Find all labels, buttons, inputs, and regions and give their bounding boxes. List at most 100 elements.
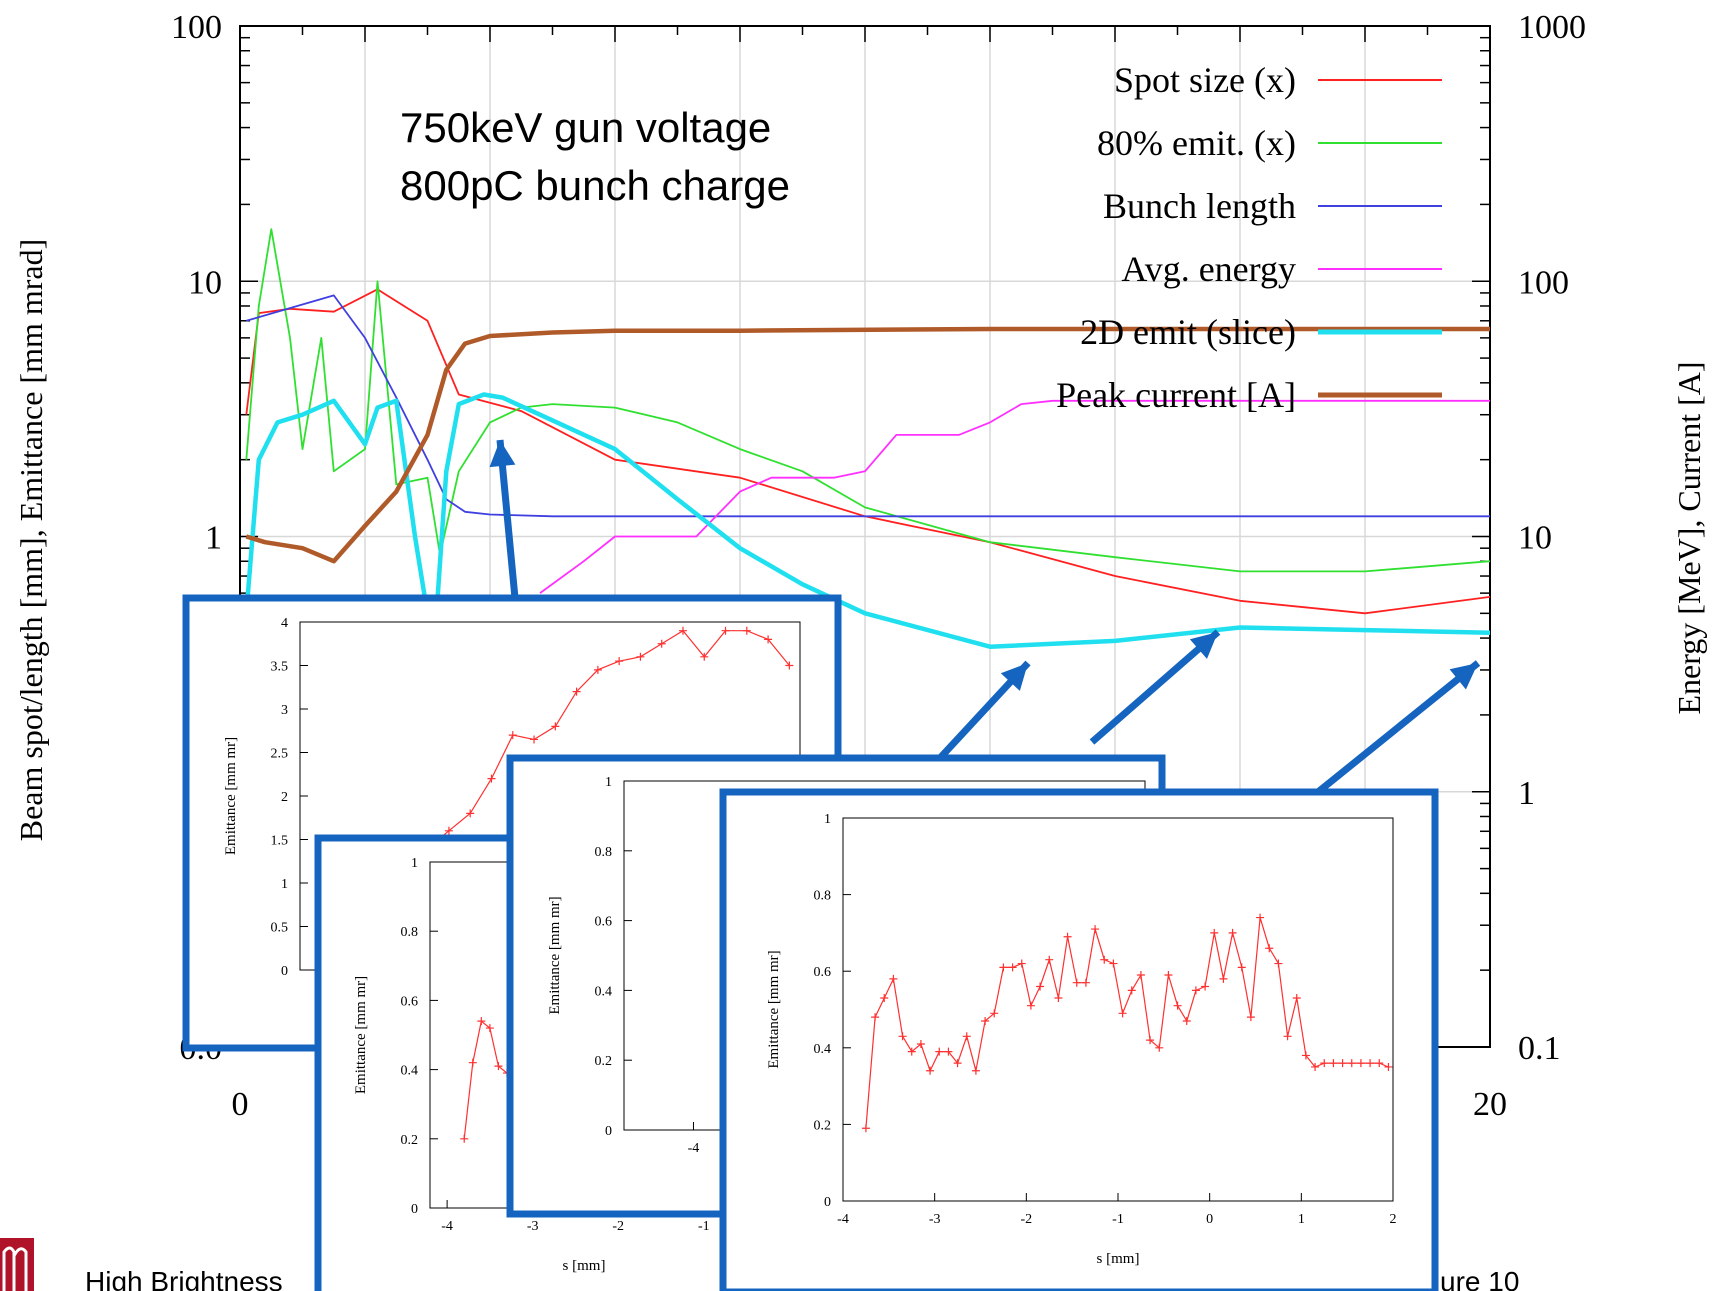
inset-series-line <box>865 917 1389 1129</box>
inset-x-tick-label: -3 <box>527 1219 539 1234</box>
y-right-tick-label: 10 <box>1518 520 1552 557</box>
y-right-tick-label: 0.1 <box>1518 1030 1561 1067</box>
inset-data-point <box>944 1047 953 1056</box>
legend-label: Bunch length <box>1103 186 1296 226</box>
footer-left-text: High Brightness <box>85 1266 283 1291</box>
inset-data-point <box>981 1016 990 1025</box>
inset-y-axis-label: Emittance [mm mr] <box>547 896 563 1014</box>
inset-data-point <box>999 963 1008 972</box>
inset-y-tick-label: 0.2 <box>595 1054 613 1069</box>
annotation-line-1: 750keV gun voltage <box>400 104 771 151</box>
inset-data-point <box>935 1047 944 1056</box>
inset-x-tick-label: 0 <box>1206 1212 1213 1227</box>
arrow-shaft <box>496 439 519 599</box>
inset-x-tick-label: -2 <box>1020 1212 1032 1227</box>
inset-y-tick-label: 1.5 <box>271 834 289 849</box>
inset-data-point <box>615 657 624 666</box>
arrow-shaft <box>1089 629 1221 745</box>
inset-data-point <box>572 687 581 696</box>
inset-y-axis-label: Emittance [mm mr] <box>766 950 782 1068</box>
inset-data-point <box>1265 944 1274 953</box>
inset-data-point <box>530 735 539 744</box>
y-axis-right-label: Energy [MeV], Current [A] <box>1671 361 1707 714</box>
inset-data-point <box>907 1047 916 1056</box>
inset-data-point <box>700 652 709 661</box>
inset-x-tick-label: -4 <box>688 1141 700 1156</box>
inset-data-point <box>1329 1059 1338 1068</box>
inset-data-point <box>1191 986 1200 995</box>
inset-data-point <box>1311 1062 1320 1071</box>
inset-data-point <box>1384 1062 1393 1071</box>
inset-y-tick-label: 2.5 <box>271 747 289 762</box>
arrow-shaft <box>1315 660 1481 795</box>
y-right-tick-label: 1000 <box>1518 9 1586 46</box>
inset-data-point <box>1063 932 1072 941</box>
inset-data-point <box>1045 955 1054 964</box>
inset-data-point <box>1118 1009 1127 1018</box>
inset-y-tick-label: 0.2 <box>401 1133 419 1148</box>
legend-label: 80% emit. (x) <box>1097 123 1296 163</box>
inset-y-tick-label: 0.4 <box>401 1064 419 1079</box>
inset-data-point <box>1100 955 1109 964</box>
arrow-head <box>489 440 516 468</box>
legend: Spot size (x) 80% emit. (x) Bunch length Av… <box>1056 60 1442 415</box>
y-right-tick-label: 100 <box>1518 264 1569 301</box>
inset-data-point <box>593 665 602 674</box>
inset-data-point <box>889 974 898 983</box>
inset-y-tick-label: 1 <box>605 775 612 790</box>
inset-data-point <box>926 1066 935 1075</box>
inset-y-tick-label: 0.6 <box>401 994 419 1009</box>
inset-data-point <box>1136 971 1145 980</box>
inset-data-point <box>1219 974 1228 983</box>
arrow-head <box>1000 663 1028 691</box>
inset-y-tick-label: 0.2 <box>814 1118 832 1133</box>
inset-data-point <box>916 1039 925 1048</box>
inset-data-point <box>1164 971 1173 980</box>
inset-y-tick-label: 1 <box>281 877 288 892</box>
y-left-tick-label: 1 <box>205 520 222 557</box>
inset-y-tick-label: 0 <box>411 1202 418 1217</box>
inset-data-point <box>1320 1059 1329 1068</box>
y-axis-left-label: Beam spot/length [mm], Emittance [mm mra… <box>13 239 49 842</box>
x-tick-label: 0 <box>232 1086 249 1123</box>
inset-data-point <box>1146 1036 1155 1045</box>
inset-x-tick-label: -1 <box>698 1219 710 1234</box>
inset-data-point <box>657 639 666 648</box>
inset-data-point <box>1008 963 1017 972</box>
inset-data-point <box>1081 978 1090 987</box>
university-logo <box>0 1238 34 1291</box>
inset-y-tick-label: 0.6 <box>595 915 613 930</box>
inset-data-point <box>721 626 730 635</box>
inset-x-tick-label: -2 <box>612 1219 624 1234</box>
inset-data-point <box>1210 928 1219 937</box>
inset-data-point <box>1155 1043 1164 1052</box>
inset-data-point <box>871 1013 880 1022</box>
inset-series-line <box>463 1020 508 1139</box>
inset-data-point <box>508 731 517 740</box>
inset-data-point <box>466 809 475 818</box>
inset-y-tick-label: 2 <box>281 790 288 805</box>
y-right-tick-label: 1 <box>1518 775 1535 812</box>
inset-y-tick-label: 1 <box>824 812 831 827</box>
inset-panel-4: 1 0.8 0.6 0.4 0.2 0 -4 -3 -2 -1 0 1 2 Emittance [mm m… <box>719 788 1439 1291</box>
inset-x-axis-label: s [mm] <box>563 1258 606 1274</box>
inset-data-point <box>1256 913 1265 922</box>
inset-x-tick-label: -3 <box>929 1212 941 1227</box>
inset-x-tick-label: 1 <box>1298 1212 1305 1227</box>
inset-y-tick-label: 3.5 <box>271 660 289 675</box>
inset-y-tick-label: 0.8 <box>595 845 613 860</box>
inset-data-point <box>742 626 751 635</box>
inset-y-tick-label: 0.4 <box>595 984 613 999</box>
inset-data-point <box>1375 1059 1384 1068</box>
inset-data-point <box>1017 959 1026 968</box>
series-line-1 <box>245 228 1491 573</box>
inset-data-point <box>460 1134 469 1143</box>
inset-data-point <box>494 1062 503 1071</box>
series-line-0 <box>245 288 1491 615</box>
inset-data-point <box>1109 959 1118 968</box>
inset-plot: 1 0.8 0.6 0.4 0.2 0 -4 -3 -2 -1 0 1 2 Emittance [mm m… <box>766 812 1397 1267</box>
inset-data-point <box>971 1066 980 1075</box>
inset-data-point <box>487 774 496 783</box>
inset-x-tick-label: -4 <box>441 1219 453 1234</box>
inset-data-point <box>962 1032 971 1041</box>
